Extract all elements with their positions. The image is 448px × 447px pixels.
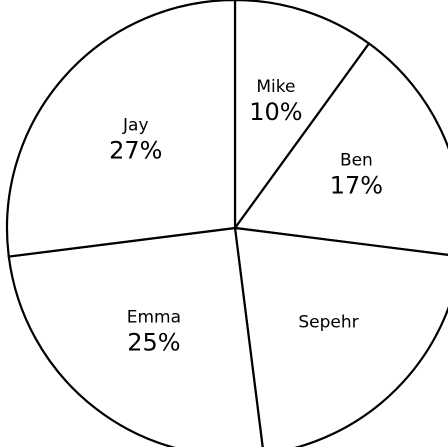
slice-label-sepehr: Sepehr	[298, 313, 358, 333]
slice-label-group-sepehr: Sepehr	[298, 313, 358, 333]
slice-label-emma: Emma	[127, 308, 181, 328]
slice-value-label-ben: 17%	[330, 172, 383, 200]
slice-label-mike: Mike	[256, 77, 295, 97]
slice-value-label-jay: 27%	[109, 137, 162, 165]
slice-value-label-mike: 10%	[249, 98, 302, 126]
pie-slice-mike	[233, 0, 371, 230]
slice-label-jay: Jay	[122, 116, 149, 136]
slice-label-ben: Ben	[340, 151, 373, 171]
pie-slice-emma	[7, 226, 264, 447]
pie-slice-sepehr	[233, 226, 448, 447]
slices-layer	[5, 0, 448, 447]
slice-value-label-emma: 25%	[127, 329, 180, 357]
pie-slice-jay	[5, 0, 237, 258]
pie-slice-ben	[233, 42, 448, 257]
